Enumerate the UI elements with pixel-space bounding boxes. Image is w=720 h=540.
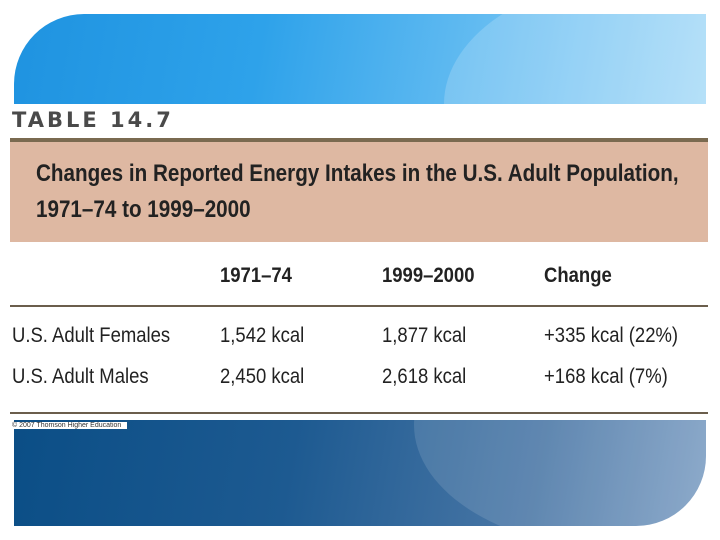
table-title-box: Changes in Reported Energy Intakes in th… [10,142,708,242]
table-number-label: TABLE 14.7 [12,104,184,136]
row-value-change: +168 kcal (7%) [544,365,668,388]
row-value-1999-2000: 1,877 kcal [382,324,467,347]
header-cell-change: Change [544,264,612,287]
table-bottom-rule [10,412,708,414]
table-row: U.S. Adult Males 2,450 kcal 2,618 kcal +… [10,357,708,397]
table-header-row: 1971–74 1999–2000 Change [10,256,708,296]
table-header-rule [10,305,708,307]
table-title-line-2: 1971–74 to 1999–2000 [36,196,251,223]
row-label: U.S. Adult Females [12,324,171,347]
table-title: Changes in Reported Energy Intakes in th… [36,156,690,228]
header-cell-1971-74: 1971–74 [220,264,292,287]
table-top-rule [10,138,708,142]
row-value-1999-2000: 2,618 kcal [382,365,467,388]
row-value-1971-74: 1,542 kcal [220,324,305,347]
table-title-line-1: Changes in Reported Energy Intakes in th… [36,160,679,187]
row-value-change: +335 kcal (22%) [544,324,679,347]
banner-swoosh [414,420,706,526]
bottom-decorative-banner [14,420,706,526]
table-row: U.S. Adult Females 1,542 kcal 1,877 kcal… [10,316,708,356]
copyright-notice: © 2007 Thomson Higher Education [12,422,128,429]
row-value-1971-74: 2,450 kcal [220,365,305,388]
row-label: U.S. Adult Males [12,365,149,388]
header-cell-1999-2000: 1999–2000 [382,264,475,287]
table-slide: TABLE 14.7 Changes in Reported Energy In… [10,104,708,429]
